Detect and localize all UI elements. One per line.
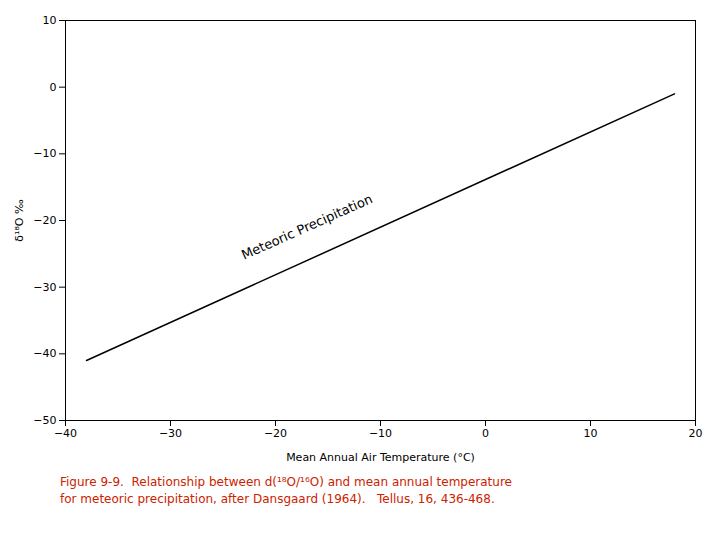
svg-text:−40: −40 — [54, 427, 77, 440]
svg-text:−10: −10 — [33, 147, 56, 160]
svg-text:−50: −50 — [33, 414, 56, 427]
svg-text:−30: −30 — [159, 427, 182, 440]
svg-text:Mean Annual Air Temperature (°: Mean Annual Air Temperature (°C) — [286, 451, 475, 464]
svg-text:δ¹⁸O ‰: δ¹⁸O ‰ — [13, 199, 26, 242]
html-text:Figure 9-9. Relationship betwe: Figure 9-9. Relationship between d(¹⁸O/¹… — [60, 475, 512, 489]
svg-text:−10: −10 — [369, 427, 392, 440]
svg-text:−20: −20 — [33, 214, 56, 227]
svg-text:0: 0 — [50, 81, 57, 94]
svg-text:−30: −30 — [33, 281, 56, 294]
svg-text:10: 10 — [584, 427, 598, 440]
svg-text:Meteoric Precipitation: Meteoric Precipitation — [239, 191, 375, 262]
svg-text:10: 10 — [43, 14, 57, 27]
svg-text:−40: −40 — [33, 347, 56, 360]
svg-text:20: 20 — [689, 427, 703, 440]
svg-text:−20: −20 — [264, 427, 287, 440]
html-text:for meteoric precipitation, af: for meteoric precipitation, after Dansga… — [60, 492, 495, 506]
svg-text:0: 0 — [482, 427, 489, 440]
